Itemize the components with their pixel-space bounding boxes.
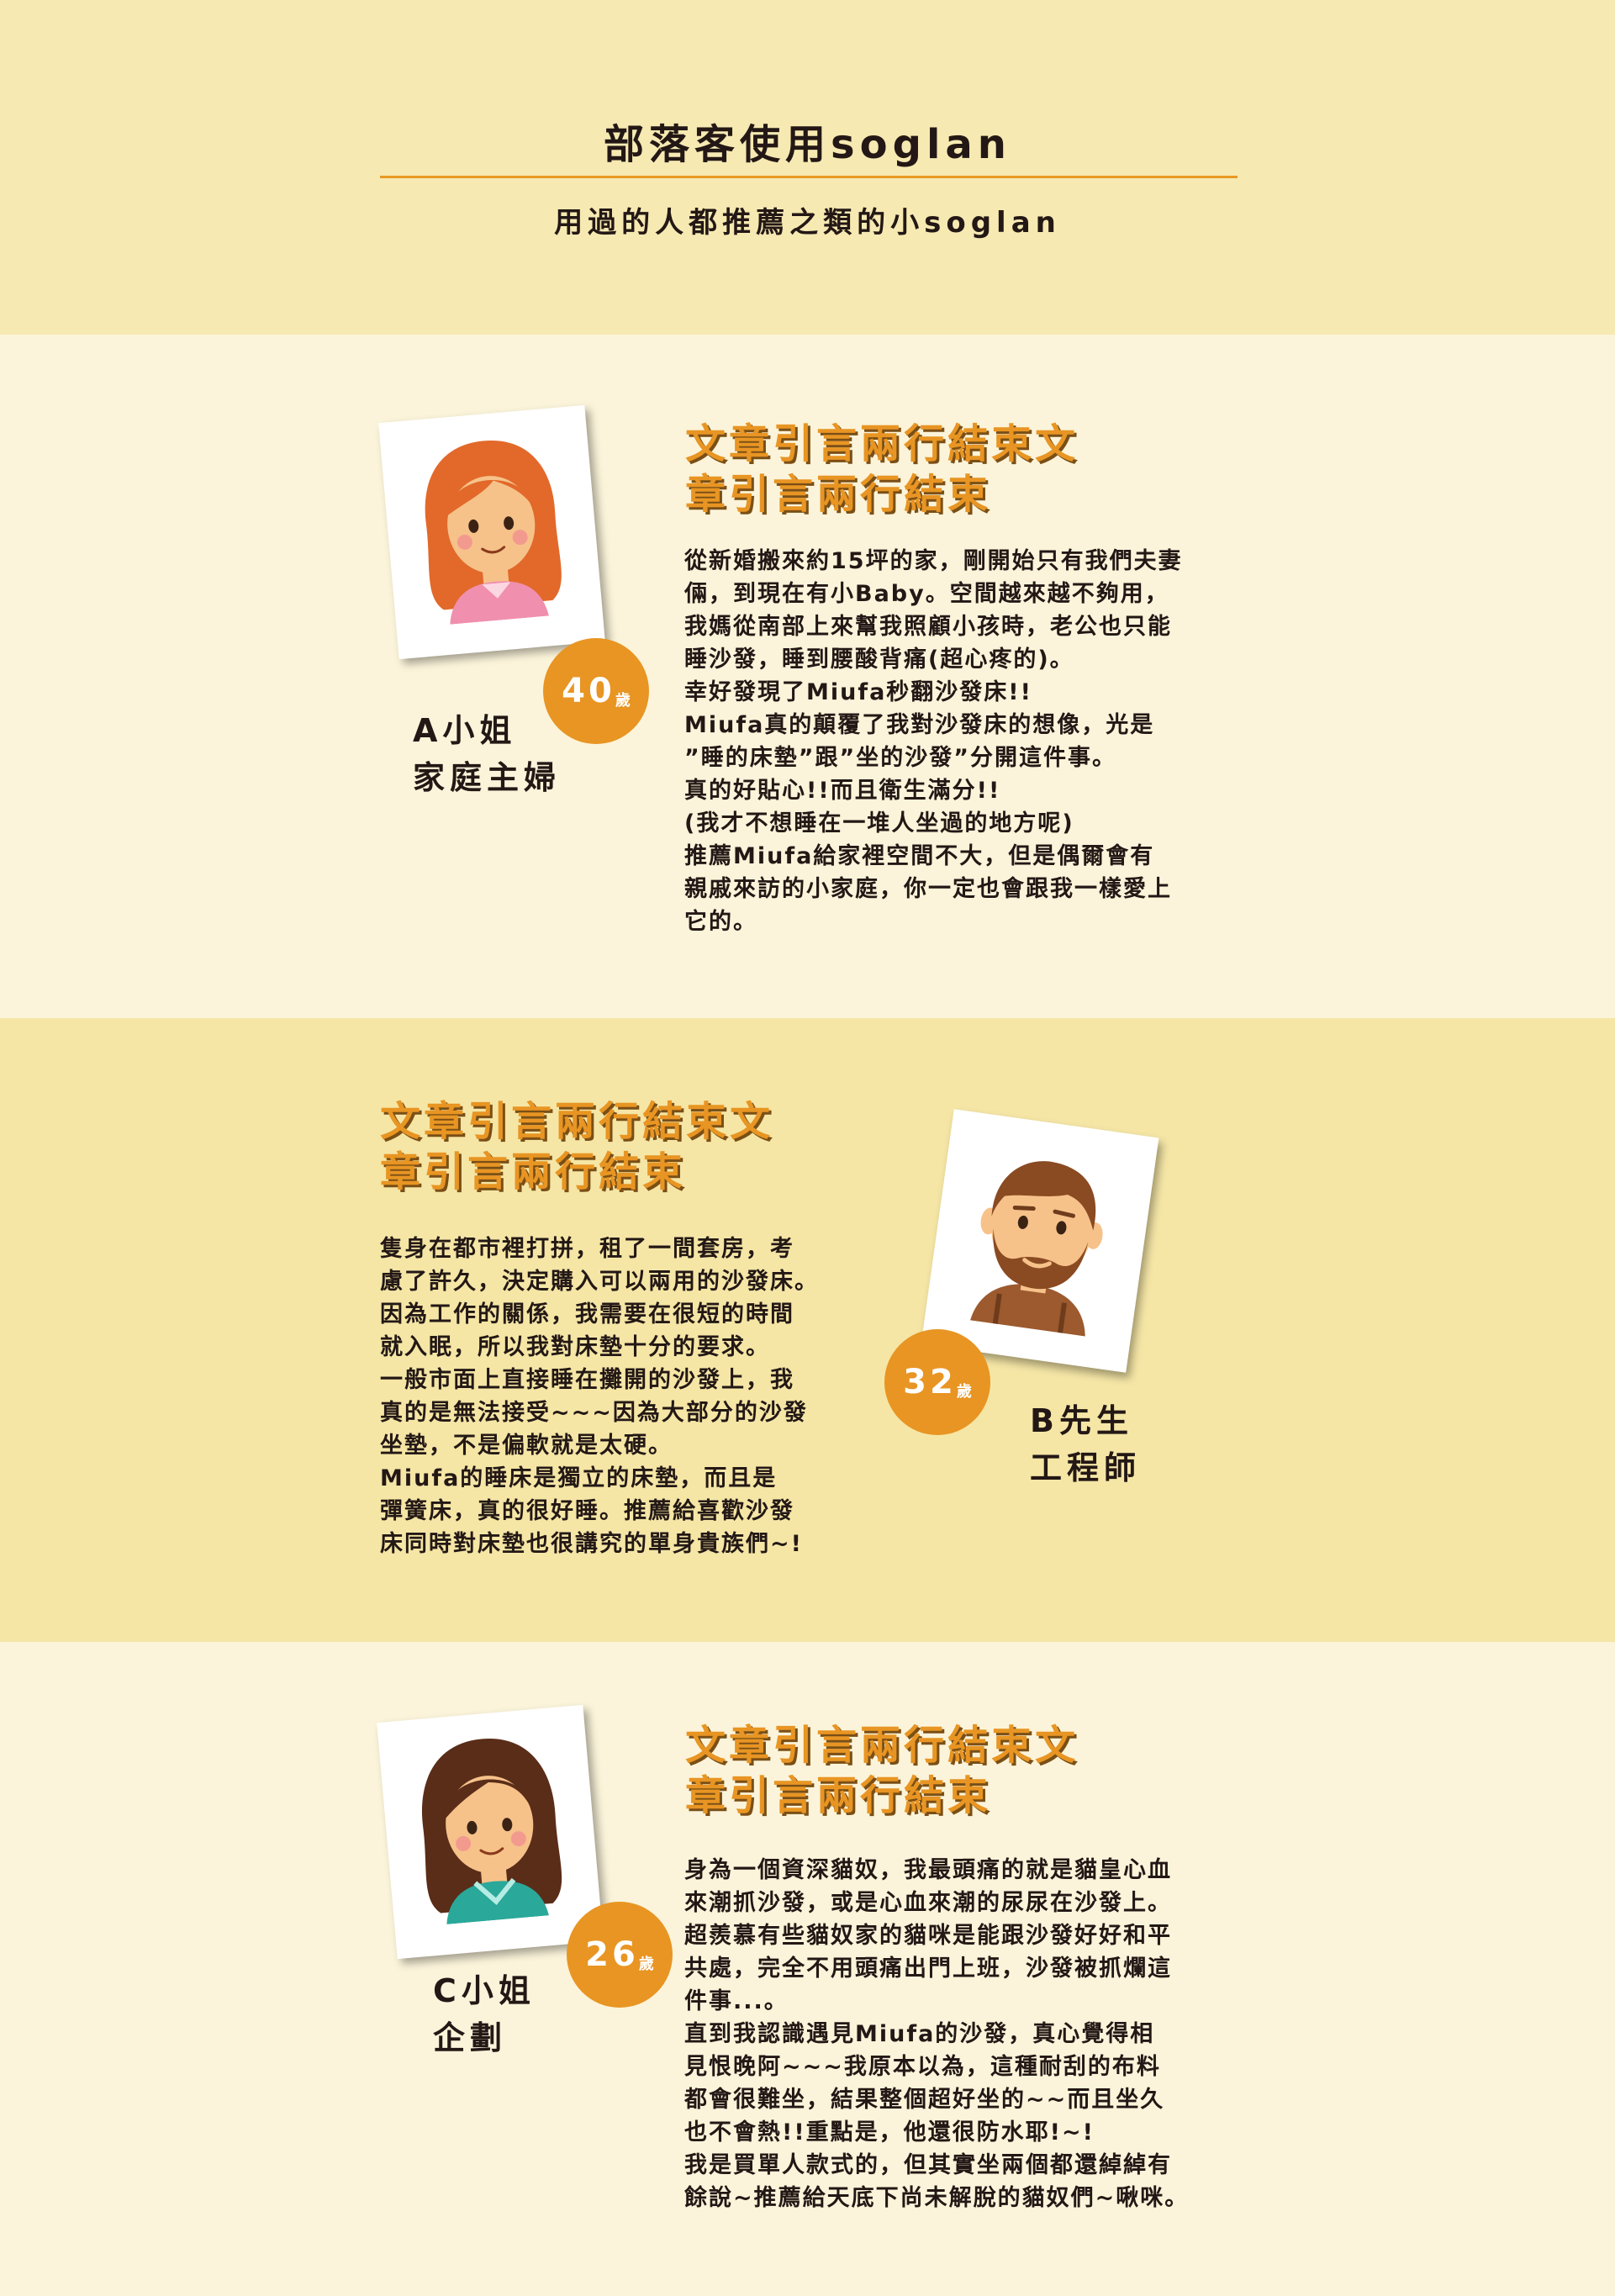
age-badge: 40歲 — [543, 638, 649, 744]
body-line: 件事...。 — [684, 1988, 789, 2014]
body-line: 也不會熱!!重點是，他還很防水耶!~! — [684, 2119, 1095, 2146]
body-line: 我是買單人款式的，但其實坐兩個都還綽綽有 — [684, 2152, 1172, 2178]
person-role: 企劃 — [433, 2019, 508, 2056]
body-line: 從新婚搬來約15坪的家，剛開始只有我們夫妻 — [684, 548, 1183, 574]
profile-photo-frame — [378, 404, 605, 660]
body-line: 真的是無法接受~~~因為大部分的沙發 — [380, 1400, 808, 1426]
woman-brown-hair-portrait-icon — [422, 1739, 562, 1924]
person-name: A小姐 — [413, 712, 517, 749]
body-line: 見恨晚阿~~~我原本以為，這種耐刮的布料 — [684, 2054, 1161, 2080]
body-line: 床同時對床墊也很講究的單身貴族們~! — [380, 1531, 803, 1557]
body-line: 直到我認識遇見Miufa的沙發，真心覺得相 — [684, 2021, 1155, 2047]
person-name: C小姐 — [433, 1972, 536, 2009]
age-badge: 32歲 — [884, 1329, 990, 1435]
body-line: (我才不想睡在一堆人坐過的地方呢) — [684, 810, 1074, 837]
testimonial-section-c: 26歲 C小姐 企劃 文章引言兩行結束文 章引言兩行結束 身為一個資深貓奴，我最… — [0, 1642, 1615, 2296]
page-subtitle: 用過的人都推薦之類的小soglan — [554, 206, 1061, 240]
testimonial-body: 身為一個資深貓奴，我最頭痛的就是貓皇心血 來潮抓沙發，或是心血來潮的尿尿在沙發上… — [684, 1854, 1189, 2214]
body-line: 親戚來訪的小家庭，你一定也會跟我一樣愛上 — [684, 876, 1172, 902]
header-banner: 部落客使用soglan 用過的人都推薦之類的小soglan — [0, 0, 1615, 335]
body-line: 坐墊，不是偏軟就是太硬。 — [380, 1433, 673, 1459]
body-line: 推薦Miufa給家裡空間不大，但是偶爾會有 — [684, 843, 1155, 869]
person-name: B先生 — [1030, 1402, 1133, 1439]
body-line: 睡沙發，睡到腰酸背痛(超心疼的)。 — [684, 647, 1074, 673]
age-value: 26 — [585, 1935, 639, 1974]
quote-line: 文章引言兩行結束文 — [685, 1722, 1079, 1769]
quote-line: 文章引言兩行結束文 — [380, 1098, 774, 1145]
quote-heading: 文章引言兩行結束文 章引言兩行結束 — [380, 1096, 773, 1197]
body-line: 隻身在都市裡打拼，租了一間套房，考 — [380, 1236, 794, 1262]
person-info: B先生 工程師 — [1030, 1397, 1141, 1491]
profile-photo-frame — [921, 1109, 1159, 1373]
age-unit: 歲 — [956, 1383, 972, 1401]
body-line: Miufa的睡床是獨立的床墊，而且是 — [380, 1465, 778, 1491]
age-unit: 歲 — [638, 1956, 654, 1973]
person-role: 家庭主婦 — [413, 759, 562, 796]
body-line: ”睡的床墊”跟”坐的沙發”分開這件事。 — [684, 745, 1116, 771]
person-role: 工程師 — [1030, 1449, 1142, 1486]
body-line: 都會很難坐，結果整個超好坐的~~而且坐久 — [684, 2087, 1165, 2113]
profile-photo-frame — [377, 1704, 604, 1960]
body-line: 就入眠，所以我對床墊十分的要求。 — [380, 1334, 770, 1360]
body-line: 慮了許久，決定購入可以兩用的沙發床。 — [380, 1269, 819, 1295]
testimonial-body: 隻身在都市裡打拼，租了一間套房，考 慮了許久，決定購入可以兩用的沙發床。 因為工… — [380, 1232, 819, 1560]
body-line: 一般市面上直接睡在攤開的沙發上，我 — [380, 1367, 794, 1393]
person-info: C小姐 企劃 — [433, 1967, 536, 2061]
testimonial-section-b: 文章引言兩行結束文 章引言兩行結束 隻身在都市裡打拼，租了一間套房，考 慮了許久… — [0, 1018, 1615, 1642]
age-badge: 26歲 — [567, 1902, 673, 2008]
body-line: 真的好貼心!!而且衛生滿分!! — [684, 778, 1001, 804]
bearded-man-portrait-icon — [970, 1161, 1103, 1337]
title-divider — [380, 176, 1238, 178]
age-value: 32 — [903, 1363, 957, 1401]
body-line: 我媽從南部上來幫我照顧小孩時，老公也只能 — [684, 614, 1172, 640]
body-line: 來潮抓沙發，或是心血來潮的尿尿在沙發上。 — [684, 1890, 1172, 1916]
body-line: 共處，完全不用頭痛出門上班，沙發被抓爛這 — [684, 1956, 1172, 1982]
body-line: 彈簧床，真的很好睡。推薦給喜歡沙發 — [380, 1498, 794, 1524]
quote-line: 章引言兩行結束 — [380, 1148, 687, 1196]
age-value: 40 — [562, 672, 615, 710]
body-line: 因為工作的關係，我需要在很短的時間 — [380, 1301, 794, 1327]
body-line: 幸好發現了Miufa秒翻沙發床!! — [684, 679, 1032, 705]
quote-heading: 文章引言兩行結束文 章引言兩行結束 — [685, 419, 1079, 520]
testimonial-body: 從新婚搬來約15坪的家，剛開始只有我們夫妻 倆，到現在有小Baby。空間越來越不… — [684, 545, 1183, 938]
woman-orange-hair-portrait-icon — [425, 441, 562, 625]
age-unit: 歲 — [615, 692, 631, 710]
body-line: Miufa真的顛覆了我對沙發床的想像，光是 — [684, 712, 1155, 738]
body-line: 身為一個資深貓奴，我最頭痛的就是貓皇心血 — [684, 1857, 1172, 1883]
quote-line: 章引言兩行結束 — [685, 471, 992, 518]
quote-line: 章引言兩行結束 — [685, 1772, 992, 1819]
page-title: 部落客使用soglan — [604, 121, 1011, 168]
body-line: 超羨慕有些貓奴家的貓咪是能跟沙發好好和平 — [684, 1923, 1172, 1949]
testimonial-section-a: 40歲 A小姐 家庭主婦 文章引言兩行結束文 章引言兩行結束 從新婚搬來約15坪… — [0, 335, 1615, 1018]
body-line: 餘說~推薦給天底下尚未解脫的貓奴們~啾咪。 — [684, 2185, 1190, 2211]
quote-line: 文章引言兩行結束文 — [685, 420, 1079, 467]
person-info: A小姐 家庭主婦 — [413, 707, 561, 801]
quote-heading: 文章引言兩行結束文 章引言兩行結束 — [685, 1720, 1079, 1821]
body-line: 它的。 — [684, 909, 757, 935]
body-line: 倆，到現在有小Baby。空間越來越不夠用， — [684, 581, 1169, 607]
